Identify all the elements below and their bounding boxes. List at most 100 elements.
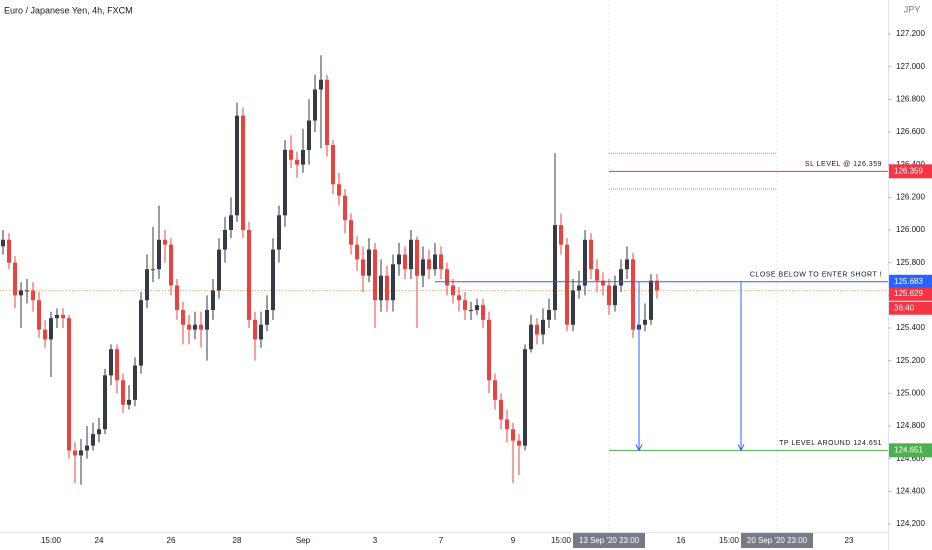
candle-body [655, 280, 659, 291]
candle-body [607, 285, 611, 306]
crosshair-label: 13 Sep '20 23:00 [579, 536, 640, 545]
candle-body [595, 269, 599, 281]
candle-body [373, 249, 377, 301]
candle-body [565, 244, 569, 325]
candle-body [199, 324, 203, 330]
x-tick-label: 3 [373, 536, 378, 545]
candle-body [421, 259, 425, 276]
y-tick-label: 125.800 [896, 258, 925, 267]
candle-body [181, 310, 185, 325]
x-tick-label: 24 [95, 536, 104, 545]
current-price-tag [889, 287, 932, 301]
candle-body [475, 305, 479, 311]
candle-body [523, 349, 527, 446]
candle-body [535, 324, 539, 335]
candle-body [247, 229, 251, 320]
level-label: TP LEVEL AROUND 124.651 [779, 440, 882, 447]
candle-body [223, 229, 227, 250]
candle-body [493, 380, 497, 400]
candle-body [469, 310, 473, 312]
candle-body [613, 285, 617, 306]
candle-body [13, 262, 17, 296]
candle-body [235, 115, 239, 216]
current-price-label: 125.629 [894, 289, 923, 298]
x-tick-label: 26 [167, 536, 176, 545]
candle-body [427, 259, 431, 270]
candle-body [115, 349, 119, 381]
candle-body [175, 285, 179, 311]
candle-body [355, 244, 359, 260]
level-label: CLOSE BELOW TO ENTER SHORT ! [750, 272, 882, 279]
candle-body [577, 285, 581, 291]
candle-body [559, 225, 563, 245]
level-label: SL LEVEL @ 126.359 [805, 161, 882, 168]
candle-body [445, 269, 449, 286]
candle-body [121, 380, 125, 405]
candle-body [403, 254, 407, 270]
arrow [737, 281, 745, 452]
candle-body [397, 254, 401, 265]
y-tick-label: 126.800 [896, 94, 925, 103]
candle-body [283, 149, 287, 216]
y-tick-label: 124.800 [896, 421, 925, 430]
candle-body [529, 324, 533, 350]
candle-body [553, 225, 557, 311]
arrow [635, 281, 643, 452]
candle-body [589, 239, 593, 270]
countdown-label: 36:40 [894, 303, 915, 312]
candle-body [205, 310, 209, 330]
candle-body [367, 249, 371, 276]
candle-body [139, 300, 143, 366]
candle-body [97, 429, 101, 435]
x-tick-label: 28 [233, 536, 242, 545]
x-tick-label: 7 [439, 536, 444, 545]
candle-body [19, 290, 23, 296]
crosshair-tag [573, 533, 645, 548]
chart-title: Euro / Japanese Yen, 4h, FXCM [4, 5, 133, 15]
candle-body [643, 319, 647, 325]
y-tick-label: 124.200 [896, 519, 925, 528]
candle-body [109, 349, 113, 376]
candle-body [127, 399, 131, 405]
candle-body [61, 314, 65, 319]
y-tick-label: 124.400 [896, 486, 925, 495]
candle-body [295, 159, 299, 165]
y-tick-label: 125.000 [896, 388, 925, 397]
candle-body [379, 275, 383, 301]
y-tick-label: 126.200 [896, 192, 925, 201]
candle-body [79, 450, 83, 456]
x-tick-label: 9 [511, 536, 516, 545]
candle-body [157, 239, 161, 270]
candle-body [229, 215, 233, 230]
candle-body [277, 215, 281, 250]
y-tick-label: 127.000 [896, 62, 925, 71]
y-tick-label: 126.600 [896, 127, 925, 136]
candle-body [499, 399, 503, 420]
price-tag [889, 164, 932, 179]
candle-body [361, 259, 365, 276]
candle-body [73, 450, 77, 456]
candle-body [49, 318, 53, 340]
price-tag-label: 124.651 [894, 445, 923, 454]
candle-body [289, 149, 293, 160]
candle-body [67, 318, 71, 451]
candle-body [259, 324, 263, 340]
candle-body [649, 280, 653, 320]
candle-body [583, 239, 587, 286]
countdown-tag [889, 301, 932, 315]
candle-body [103, 375, 107, 430]
candle-body [391, 264, 395, 301]
crosshair-label: 20 Sep '20 23:00 [747, 536, 808, 545]
candle-body [265, 310, 269, 325]
candle-body [601, 280, 605, 286]
candle-body [145, 269, 149, 301]
candle-body [91, 434, 95, 446]
x-tick-label: Sep [296, 536, 311, 545]
candle-body [31, 290, 35, 301]
candle-body [1, 239, 5, 247]
candle-body [163, 239, 167, 245]
price-tag-label: 126.359 [894, 166, 923, 175]
candle-body [331, 145, 335, 185]
